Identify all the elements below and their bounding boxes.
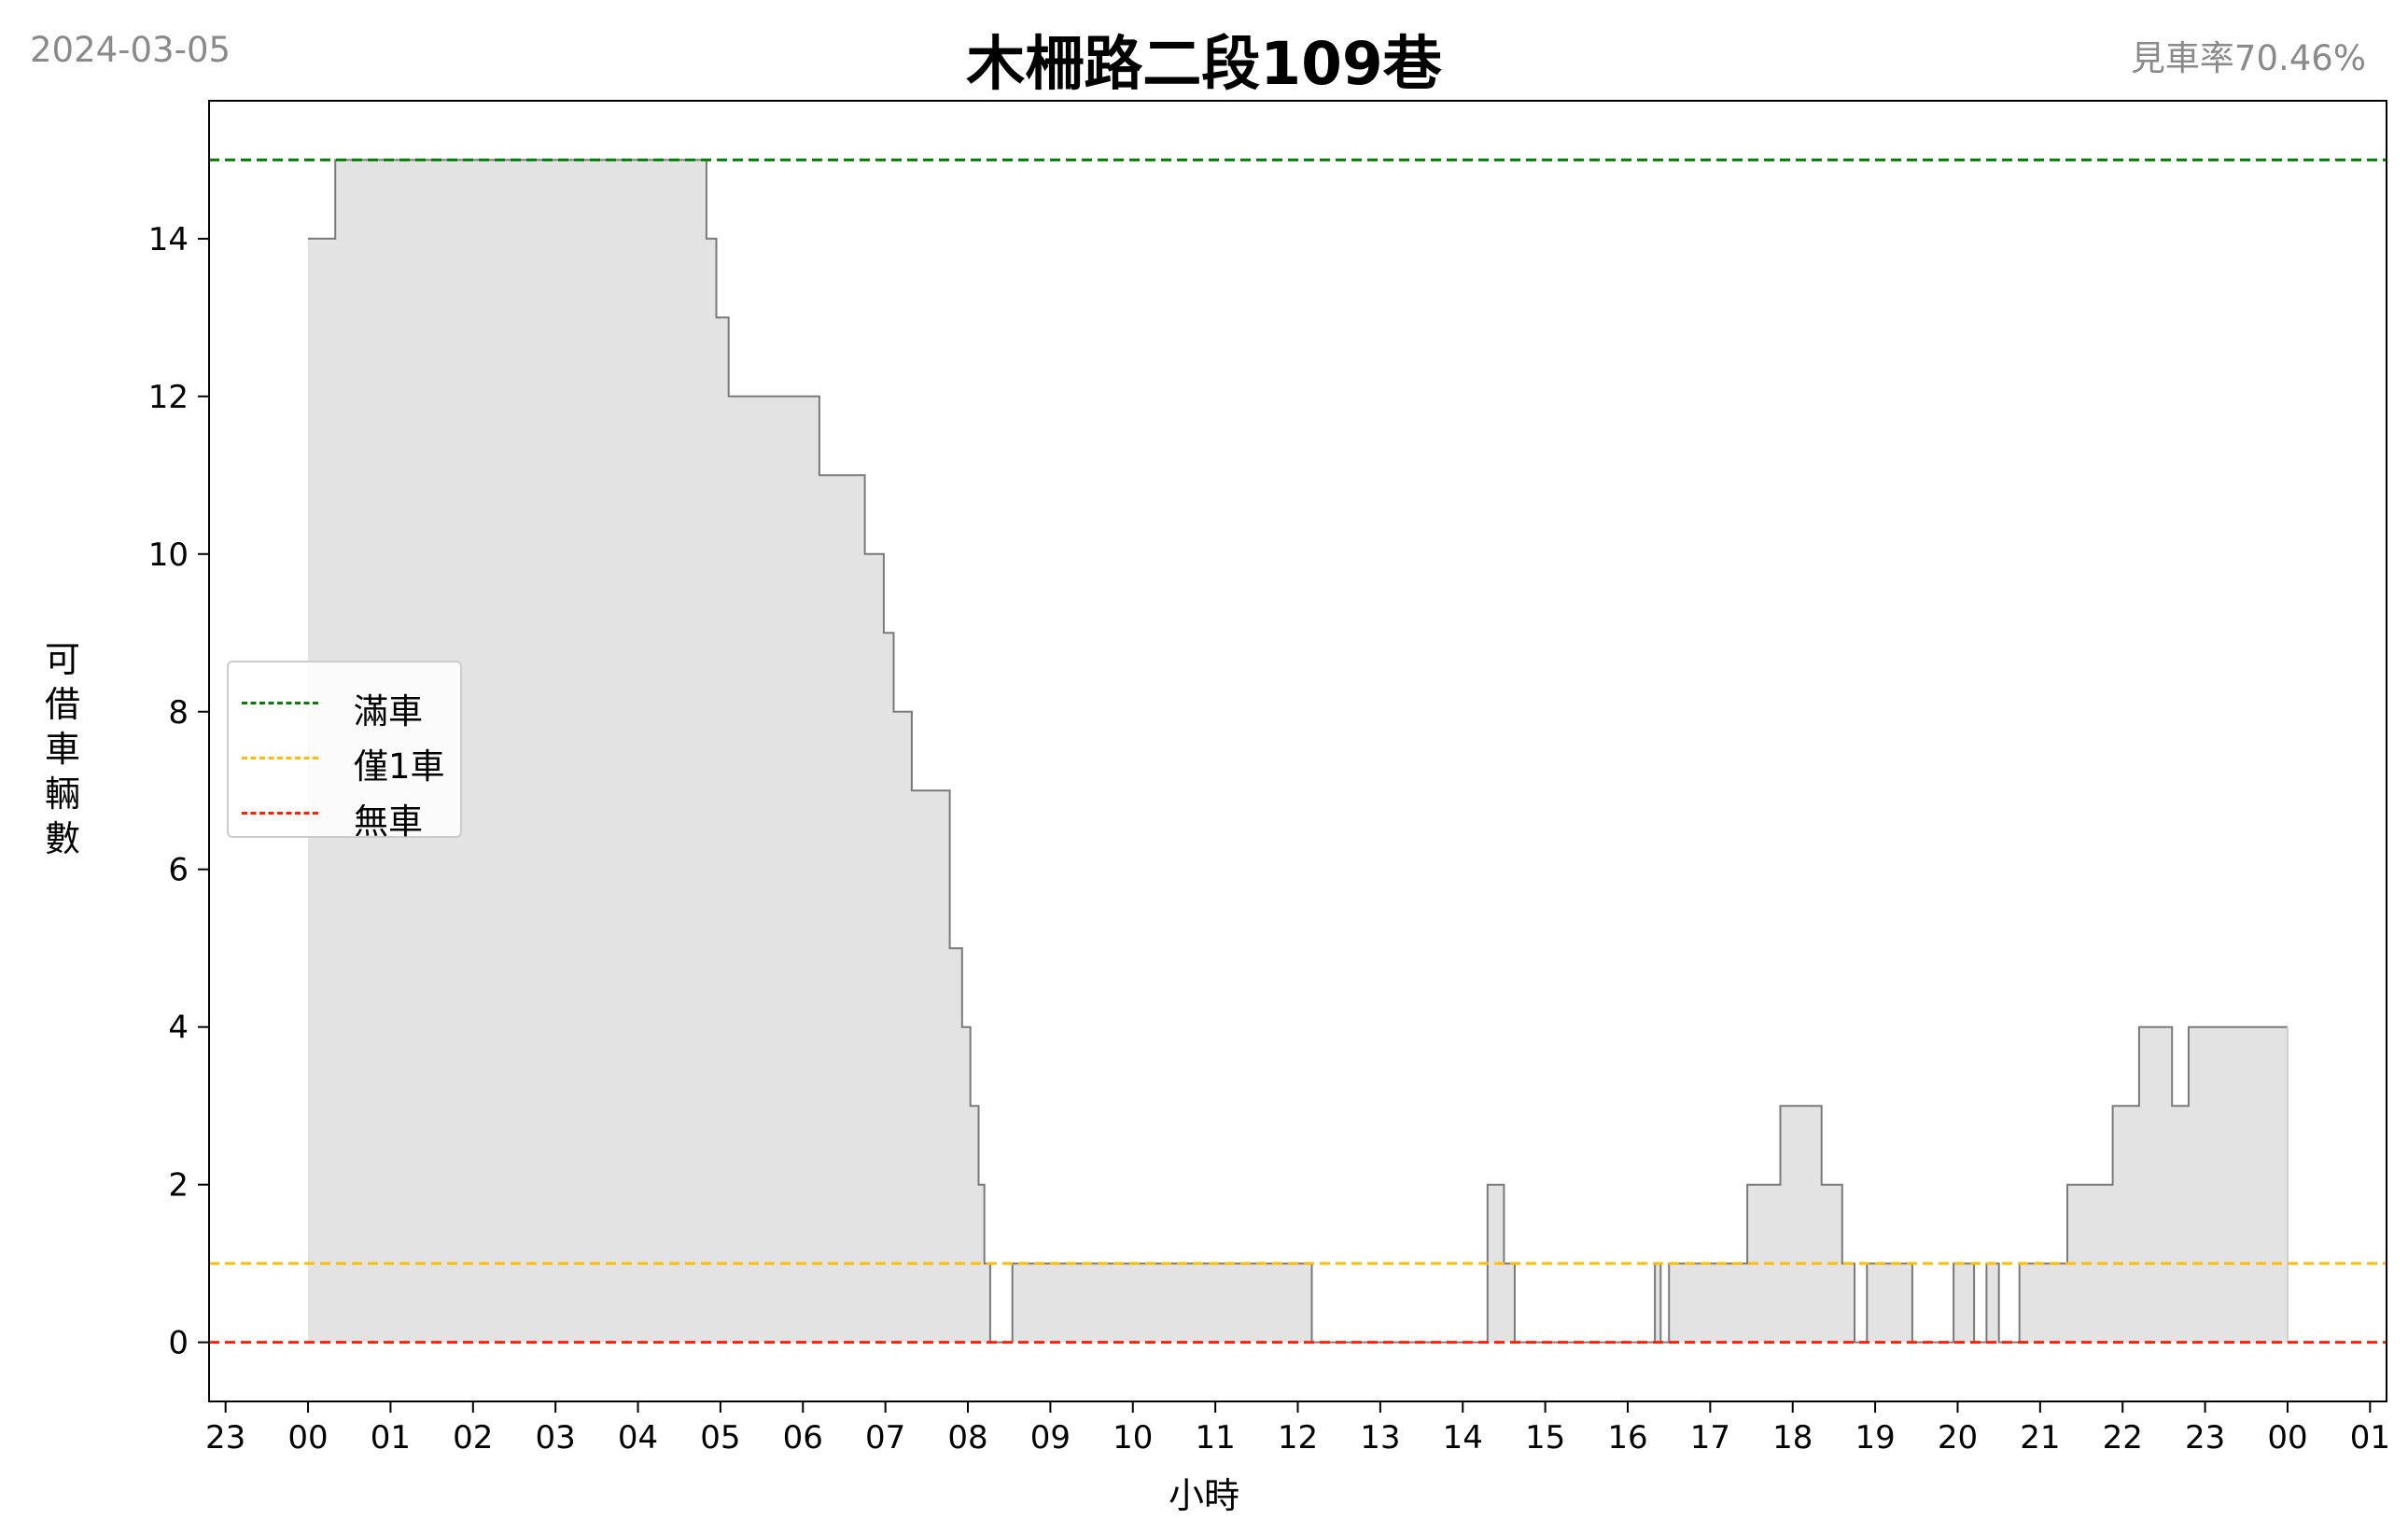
x-tick-label: 00 xyxy=(287,1419,328,1456)
y-tick-label: 0 xyxy=(168,1325,189,1362)
series-area xyxy=(308,160,2288,1343)
x-axis-label: 小時 xyxy=(1168,1475,1239,1516)
x-tick-label: 17 xyxy=(1690,1419,1730,1456)
legend-item-full: 滿車 xyxy=(242,679,456,732)
legend-item-one-left: 僅1車 xyxy=(242,734,456,787)
x-tick-label: 16 xyxy=(1607,1419,1647,1456)
x-tick-label: 08 xyxy=(947,1419,987,1456)
legend-item-empty: 無車 xyxy=(242,789,456,842)
legend-line-one-left xyxy=(242,757,318,760)
legend-label-full: 滿車 xyxy=(354,691,423,732)
legend-line-empty xyxy=(242,812,318,815)
x-tick-label: 13 xyxy=(1360,1419,1400,1456)
y-tick-label: 4 xyxy=(168,1010,189,1047)
x-tick-label: 01 xyxy=(2350,1419,2390,1456)
x-tick-label: 19 xyxy=(1855,1419,1895,1456)
x-tick-label: 10 xyxy=(1113,1419,1153,1456)
x-tick-label: 03 xyxy=(536,1419,576,1456)
x-tick-label: 06 xyxy=(783,1419,823,1456)
x-tick-label: 04 xyxy=(618,1419,658,1456)
y-tick-label: 8 xyxy=(168,694,189,732)
legend-label-one-left: 僅1車 xyxy=(354,746,445,787)
x-tick-label: 18 xyxy=(1772,1419,1813,1456)
y-tick-label: 12 xyxy=(148,379,189,416)
x-tick-label: 00 xyxy=(2267,1419,2307,1456)
x-tick-label: 01 xyxy=(371,1419,411,1456)
x-tick-label: 15 xyxy=(1525,1419,1565,1456)
y-tick-label: 14 xyxy=(148,221,189,258)
y-tick-label: 2 xyxy=(168,1167,189,1205)
x-tick-label: 11 xyxy=(1195,1419,1235,1456)
chart-title: 木柵路二段109巷 xyxy=(966,30,1442,98)
legend-label-empty: 無車 xyxy=(354,801,423,842)
y-axis-label: 可借車輛數 xyxy=(44,639,80,859)
x-tick-label: 07 xyxy=(865,1419,905,1456)
availability-rate: 見車率70.46% xyxy=(2130,38,2366,78)
x-tick-label: 05 xyxy=(700,1419,740,1456)
legend-line-full xyxy=(242,702,318,704)
x-tick-label: 23 xyxy=(2185,1419,2225,1456)
y-tick-label: 6 xyxy=(168,852,189,889)
x-tick-label: 09 xyxy=(1030,1419,1071,1456)
x-tick-label: 02 xyxy=(453,1419,493,1456)
x-tick-label: 12 xyxy=(1278,1419,1318,1456)
y-tick-label: 10 xyxy=(148,537,189,574)
x-tick-label: 20 xyxy=(1938,1419,1978,1456)
series-line xyxy=(308,159,2288,1344)
x-tick-label: 21 xyxy=(2020,1419,2060,1456)
x-tick-label: 23 xyxy=(205,1419,245,1456)
chart-date: 2024-03-05 xyxy=(30,30,231,70)
x-tick-label: 14 xyxy=(1443,1419,1483,1456)
x-tick-label: 22 xyxy=(2103,1419,2143,1456)
legend: 滿車 僅1車 無車 xyxy=(227,661,462,842)
